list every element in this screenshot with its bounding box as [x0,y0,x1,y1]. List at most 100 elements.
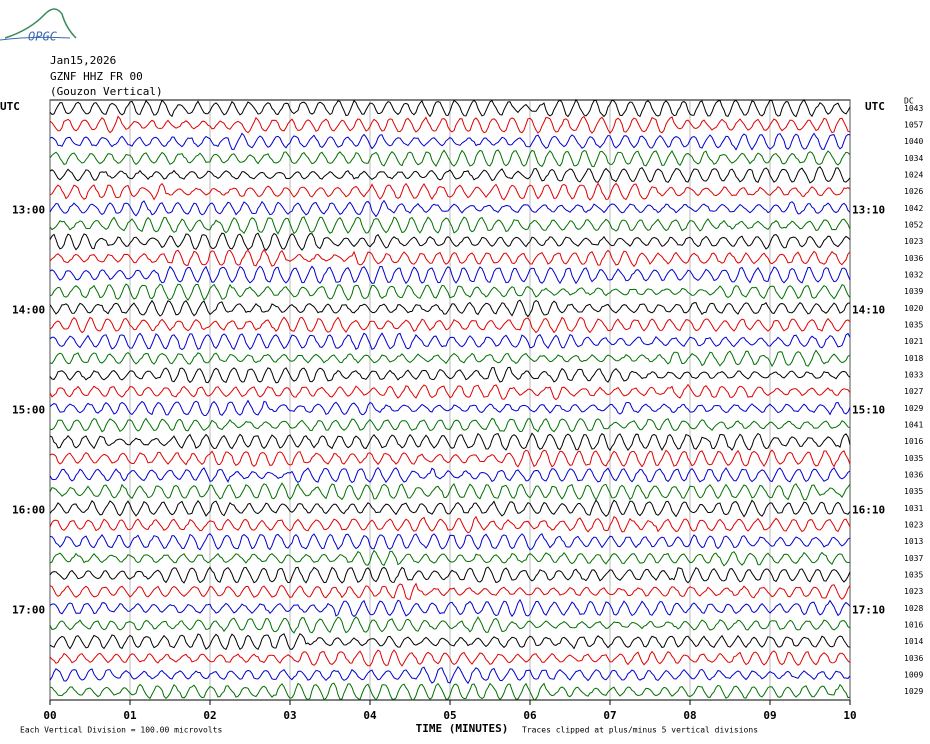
x-tick-label: 08 [683,709,696,722]
dc-value: 1037 [904,554,923,563]
x-tick-label: 10 [843,709,856,722]
dc-value: 1032 [904,271,923,280]
dc-value: 1029 [904,687,923,696]
trace [49,632,851,651]
trace [49,566,851,584]
right-time-label: 14:10 [852,303,885,316]
dc-value: 1052 [904,221,923,230]
trace [49,232,851,252]
dc-value: 1021 [904,337,923,346]
left-time-label: 17:00 [12,603,45,616]
trace [49,299,851,318]
trace [49,649,851,667]
trace [49,265,851,285]
right-time-label: 17:10 [852,603,885,616]
x-tick-label: 02 [203,709,216,722]
trace [49,432,851,452]
trace [49,582,851,600]
right-time-label: 16:10 [852,503,885,516]
left-time-label: 13:00 [12,203,45,216]
dc-value: 1042 [904,204,923,213]
x-tick-label: 06 [523,709,537,722]
trace [49,366,851,384]
dc-value: 1014 [904,637,923,646]
trace [49,199,851,218]
trace [49,332,851,351]
trace [49,98,851,118]
trace [49,482,851,501]
trace [49,466,851,484]
dc-value: 1035 [904,571,923,580]
trace [49,248,851,268]
trace [49,665,851,685]
dc-value: 1018 [904,354,923,363]
dc-value: 1034 [904,154,923,163]
dc-value: 1028 [904,604,923,613]
trace [49,417,851,433]
dc-value: 1035 [904,321,923,330]
x-tick-label: 04 [363,709,377,722]
dc-value: 1029 [904,404,923,413]
trace [49,549,851,567]
dc-value: 1024 [904,171,923,180]
dc-value: 1023 [904,587,923,596]
dc-value: 1043 [904,104,923,113]
x-axis-label: TIME (MINUTES) [416,722,509,735]
dc-value: 1020 [904,304,923,313]
dc-value: 1016 [904,621,923,630]
trace [49,115,851,134]
dc-value: 1041 [904,421,923,430]
trace [49,316,851,334]
right-time-label: 13:10 [852,203,885,216]
trace [49,149,851,168]
right-axis-label: UTC [865,100,885,113]
logo-text: OPGC [28,30,58,44]
x-tick-label: 01 [123,709,137,722]
x-tick-label: 07 [603,709,616,722]
dc-value: 1036 [904,254,923,263]
left-time-label: 15:00 [12,403,45,416]
dc-value: 1026 [904,187,923,196]
dc-value: 1039 [904,287,923,296]
trace [49,399,851,417]
dc-value: 1036 [904,654,923,663]
dc-value: 1031 [904,504,923,513]
left-time-label: 14:00 [12,303,45,316]
left-time-label: 16:00 [12,503,45,516]
logo-line [0,36,71,41]
footer-right: Traces clipped at plus/minus 5 vertical … [522,726,758,735]
station-name: (Gouzon Vertical) [50,85,163,98]
date: Jan15,2026 [50,54,116,67]
trace [49,499,851,518]
dc-value: 1035 [904,487,923,496]
trace [49,449,851,468]
trace [49,132,851,151]
dc-value: 1027 [904,387,923,396]
x-tick-label: 00 [43,709,56,722]
trace [49,383,851,401]
trace [49,682,851,701]
dc-value: 1023 [904,237,923,246]
trace [49,182,851,201]
footer-left: Each Vertical Division = 100.00 microvol… [20,726,222,735]
station: GZNF HHZ FR 00 [50,70,143,83]
right-time-label: 15:10 [852,403,885,416]
x-tick-label: 09 [763,709,776,722]
trace [49,616,851,634]
trace [49,216,851,235]
trace [49,533,851,551]
dc-value: 1036 [904,471,923,480]
left-axis-label: UTC [0,100,20,113]
trace [49,166,851,184]
dc-value: 1035 [904,454,923,463]
x-tick-label: 05 [443,709,456,722]
dc-value: 1013 [904,537,923,546]
dc-value: 1040 [904,137,923,146]
logo-curve [4,8,77,39]
x-tick-label: 03 [283,709,296,722]
dc-label: DC [904,97,914,106]
dc-value: 1016 [904,437,923,446]
trace [49,349,851,368]
dc-value: 1023 [904,521,923,530]
